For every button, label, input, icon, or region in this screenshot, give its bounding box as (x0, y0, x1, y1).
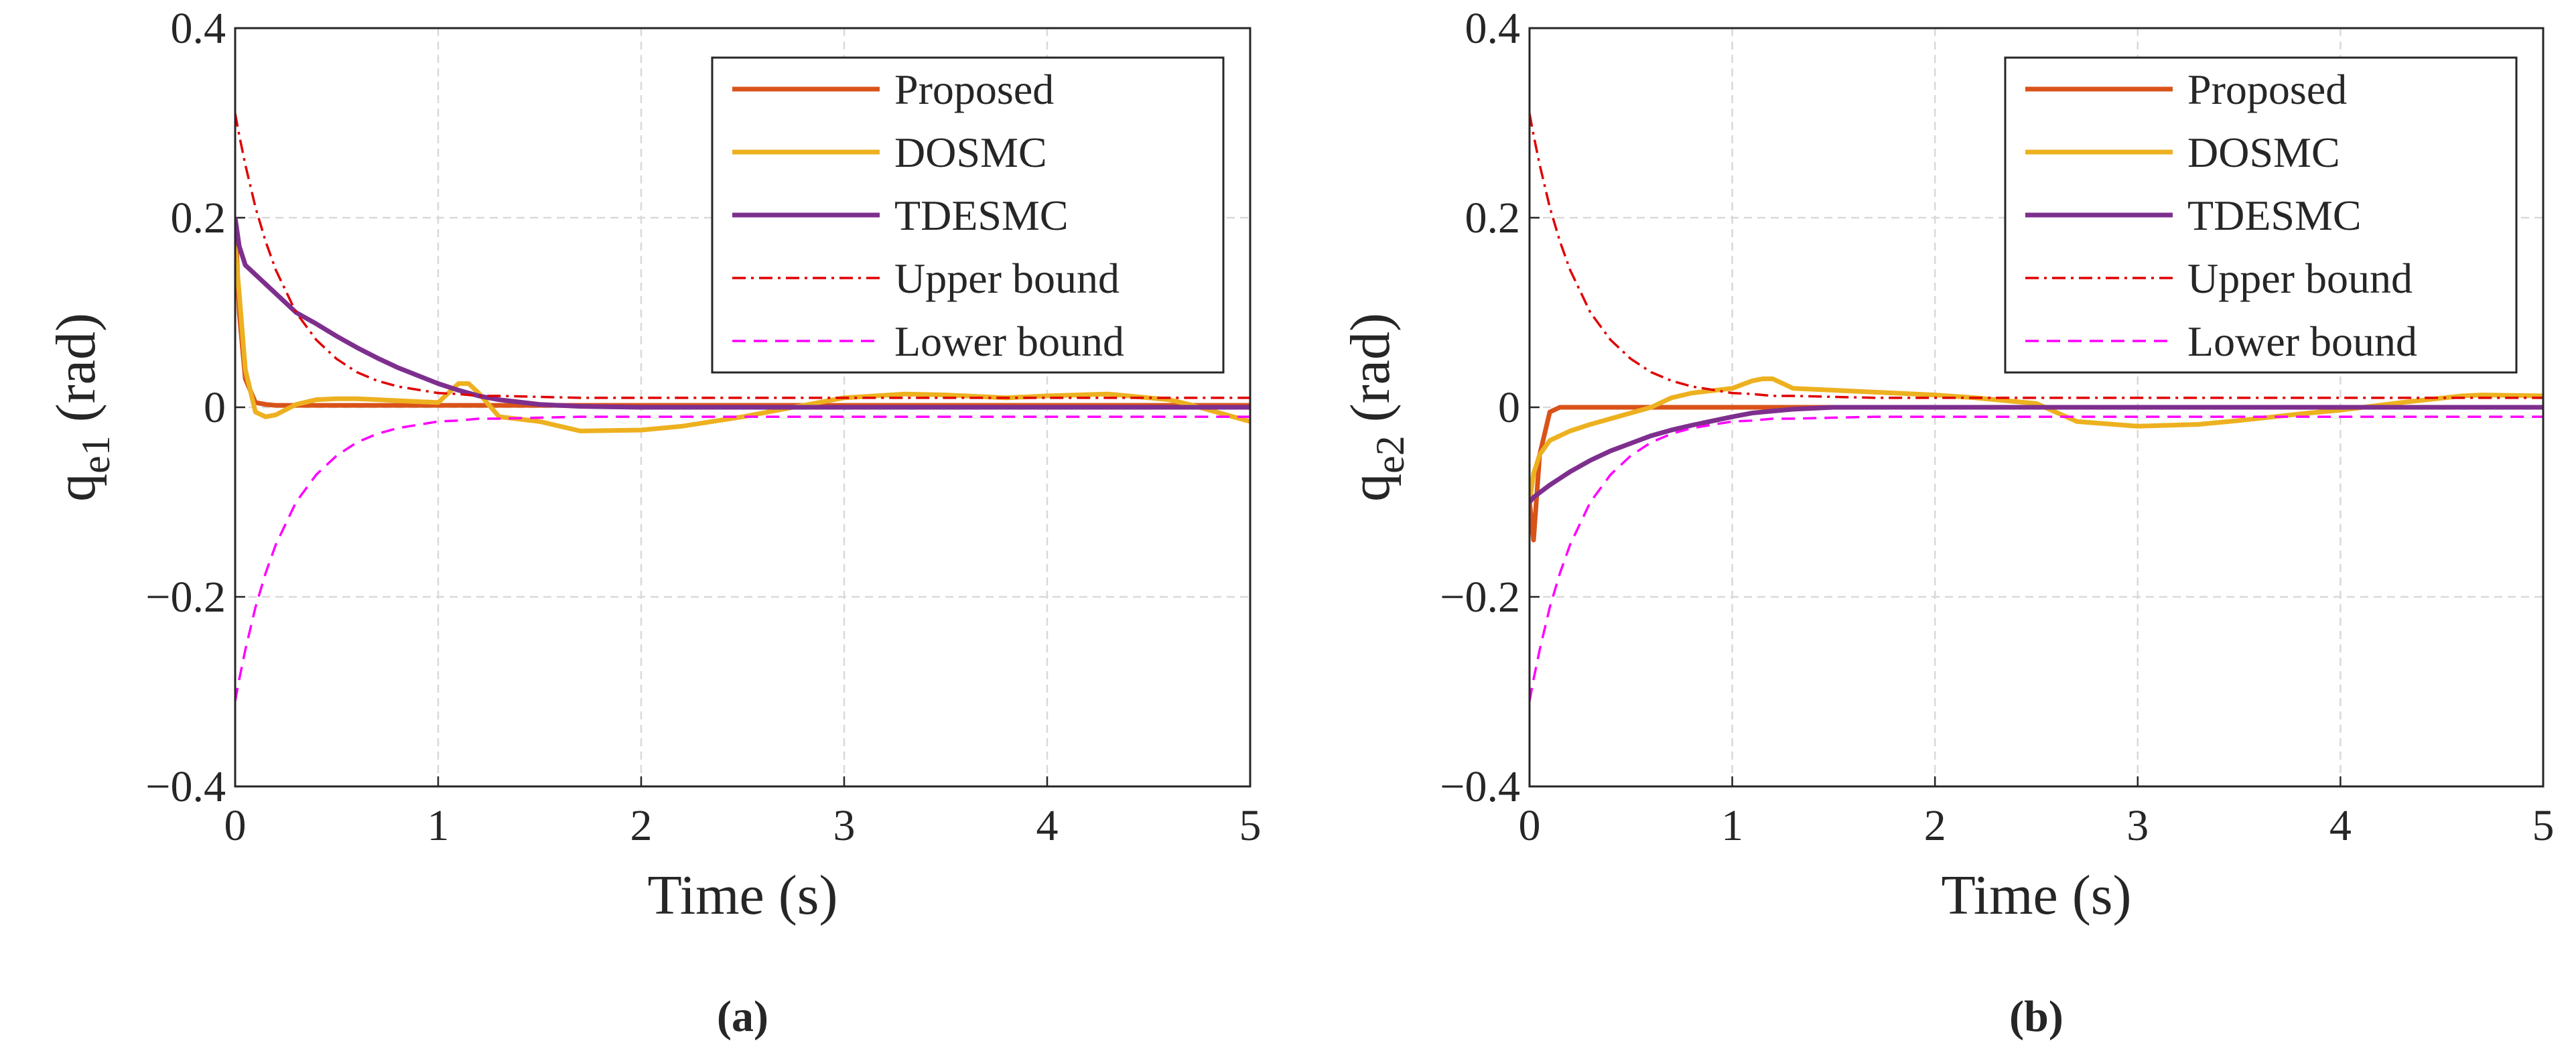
x-axis-label: Time (s) (1942, 864, 2132, 926)
legend-label: TDESMC (894, 192, 1069, 239)
legend-label: DOSMC (894, 129, 1047, 176)
y-tick-label: 0 (1498, 383, 1520, 432)
legend-label: Proposed (2187, 66, 2347, 113)
legend: Proposed DOSMC TDESMC Upper bound Lower boun… (711, 56, 1225, 374)
y-tick-label: 0.2 (171, 194, 226, 242)
series-line (1530, 415, 2543, 701)
y-tick-label: 0 (204, 383, 226, 432)
x-tick-label: 1 (427, 801, 450, 850)
x-tick-label: 4 (2329, 801, 2352, 850)
x-tick-label: 3 (833, 801, 856, 850)
y-axis-subscript: e2 (1368, 435, 1412, 474)
y-tick-label: 0.4 (1465, 4, 1521, 53)
y-axis-symbol: q (45, 474, 107, 502)
legend-label: Proposed (894, 66, 1054, 113)
series-line (235, 217, 1250, 410)
panel: 0 1 2 3 4 5 −0.4 −0.2 0 0.2 0.4 Proposed DOSMC TDESMC… (1339, 4, 2555, 1041)
legend-label: TDESMC (2187, 192, 2362, 239)
y-axis-unit: (rad) (1339, 313, 1402, 422)
y-tick-label: 0.2 (1465, 194, 1521, 242)
y-axis-subscript: e1 (74, 435, 118, 474)
x-tick-label: 5 (1239, 801, 1262, 850)
series-line (1530, 405, 2543, 504)
x-tick-label: 0 (1519, 801, 1541, 850)
panel: 0 1 2 3 4 5 −0.4 −0.2 0 0.2 0.4 Proposed DOSMC TDESMC… (45, 4, 1262, 1041)
x-axis-label: Time (s) (648, 864, 838, 926)
y-tick-label: −0.2 (145, 573, 226, 622)
y-tick-label: −0.4 (1440, 762, 1520, 811)
series-line (235, 113, 1250, 399)
legend-label: DOSMC (2187, 129, 2340, 176)
series-line (235, 246, 1250, 433)
y-axis-symbol: q (1339, 474, 1402, 502)
legend: Proposed DOSMC TDESMC Upper bound Lower boun… (2004, 56, 2518, 374)
x-tick-label: 3 (2126, 801, 2149, 850)
legend-label: Lower bound (2187, 318, 2417, 365)
y-axis-label: qe2 (rad) (1339, 313, 1412, 502)
y-tick-label: −0.4 (145, 762, 226, 811)
legend-label: Upper bound (2187, 255, 2413, 302)
y-tick-label: 0.4 (171, 4, 226, 53)
series-line (1530, 376, 2543, 502)
y-axis-label: qe1 (rad) (45, 313, 118, 502)
panel-label: (b) (2009, 992, 2063, 1041)
series-line (235, 415, 1250, 701)
x-tick-label: 1 (1721, 801, 1743, 850)
legend-label: Upper bound (894, 255, 1120, 302)
x-tick-label: 2 (630, 801, 653, 850)
y-tick-label: −0.2 (1440, 573, 1520, 622)
legend-label: Lower bound (894, 318, 1124, 365)
x-tick-label: 4 (1036, 801, 1059, 850)
x-tick-label: 2 (1924, 801, 1946, 850)
y-axis-unit: (rad) (45, 313, 107, 422)
x-tick-label: 0 (224, 801, 247, 850)
axes-box (234, 27, 1251, 788)
panel-label: (a) (717, 992, 768, 1041)
axes-box (1528, 27, 2545, 788)
series-line (1530, 113, 2543, 399)
x-tick-label: 5 (2532, 801, 2555, 850)
